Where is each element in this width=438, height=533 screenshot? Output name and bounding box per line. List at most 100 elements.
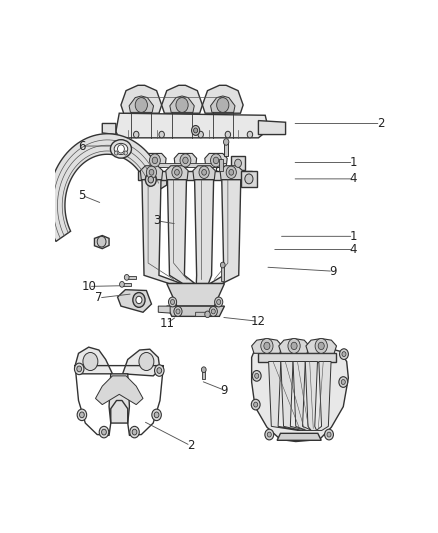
Polygon shape xyxy=(224,142,228,156)
Polygon shape xyxy=(145,173,167,191)
Circle shape xyxy=(130,426,139,438)
Circle shape xyxy=(152,409,161,421)
Circle shape xyxy=(341,379,345,384)
Circle shape xyxy=(247,131,253,138)
Polygon shape xyxy=(127,276,136,279)
Polygon shape xyxy=(109,374,130,423)
Polygon shape xyxy=(166,166,188,180)
Circle shape xyxy=(176,309,180,314)
Circle shape xyxy=(327,432,331,437)
Polygon shape xyxy=(174,154,197,167)
Circle shape xyxy=(199,166,209,179)
Circle shape xyxy=(149,169,154,175)
Polygon shape xyxy=(116,113,268,138)
Circle shape xyxy=(291,342,297,350)
Circle shape xyxy=(252,370,261,381)
Polygon shape xyxy=(75,347,113,374)
Circle shape xyxy=(254,402,258,407)
Circle shape xyxy=(205,311,210,318)
Polygon shape xyxy=(219,159,223,172)
Circle shape xyxy=(223,139,229,145)
Circle shape xyxy=(117,145,124,153)
Circle shape xyxy=(245,174,253,184)
Circle shape xyxy=(124,274,129,280)
Polygon shape xyxy=(158,306,170,313)
Circle shape xyxy=(180,154,191,167)
Circle shape xyxy=(339,377,348,387)
Circle shape xyxy=(146,166,156,179)
Polygon shape xyxy=(258,120,286,134)
Circle shape xyxy=(176,98,188,112)
Text: 5: 5 xyxy=(78,189,85,202)
Text: 12: 12 xyxy=(251,315,266,328)
Circle shape xyxy=(288,338,300,353)
Ellipse shape xyxy=(110,140,131,158)
Text: 8: 8 xyxy=(214,162,221,175)
Circle shape xyxy=(99,426,109,438)
Circle shape xyxy=(209,306,217,317)
Circle shape xyxy=(267,432,271,437)
Text: 4: 4 xyxy=(350,243,357,256)
Polygon shape xyxy=(102,124,116,134)
Circle shape xyxy=(198,131,203,138)
Polygon shape xyxy=(231,156,245,170)
Circle shape xyxy=(318,342,324,350)
Circle shape xyxy=(155,365,164,376)
Circle shape xyxy=(215,297,223,307)
Text: 6: 6 xyxy=(78,140,86,152)
Circle shape xyxy=(97,236,106,247)
Circle shape xyxy=(202,169,206,175)
Polygon shape xyxy=(222,265,224,281)
Polygon shape xyxy=(220,166,243,180)
Circle shape xyxy=(265,429,274,440)
Polygon shape xyxy=(279,338,309,353)
Circle shape xyxy=(157,368,162,374)
Circle shape xyxy=(154,412,159,418)
Polygon shape xyxy=(196,312,208,317)
Polygon shape xyxy=(241,171,257,187)
Polygon shape xyxy=(306,338,336,353)
Circle shape xyxy=(175,169,179,175)
Polygon shape xyxy=(305,361,318,431)
Polygon shape xyxy=(170,96,194,112)
Circle shape xyxy=(213,157,219,164)
Circle shape xyxy=(194,128,198,133)
Polygon shape xyxy=(316,361,331,431)
Circle shape xyxy=(170,300,175,304)
Polygon shape xyxy=(144,154,166,167)
Circle shape xyxy=(77,366,81,372)
Polygon shape xyxy=(138,172,251,180)
Circle shape xyxy=(254,374,259,378)
Polygon shape xyxy=(193,166,215,180)
Circle shape xyxy=(148,176,154,183)
Polygon shape xyxy=(293,361,312,431)
Circle shape xyxy=(135,98,148,112)
Polygon shape xyxy=(205,154,227,167)
Circle shape xyxy=(124,151,127,155)
Circle shape xyxy=(152,157,158,164)
Circle shape xyxy=(169,297,177,307)
Circle shape xyxy=(120,281,124,287)
Circle shape xyxy=(315,338,327,353)
Polygon shape xyxy=(167,284,224,306)
Polygon shape xyxy=(121,85,162,113)
Circle shape xyxy=(261,338,273,353)
Polygon shape xyxy=(268,361,303,431)
Text: 1: 1 xyxy=(350,156,357,169)
Circle shape xyxy=(229,169,233,175)
Circle shape xyxy=(145,173,156,186)
Polygon shape xyxy=(123,349,160,376)
Polygon shape xyxy=(211,96,235,112)
Polygon shape xyxy=(194,180,214,284)
Circle shape xyxy=(83,352,98,370)
Text: 9: 9 xyxy=(329,265,337,278)
Circle shape xyxy=(235,159,241,167)
Ellipse shape xyxy=(114,143,128,155)
Polygon shape xyxy=(142,180,181,284)
Polygon shape xyxy=(140,166,162,180)
Circle shape xyxy=(325,429,333,440)
Circle shape xyxy=(251,399,260,410)
Text: 11: 11 xyxy=(159,317,174,330)
Polygon shape xyxy=(117,290,152,312)
Circle shape xyxy=(149,154,160,167)
